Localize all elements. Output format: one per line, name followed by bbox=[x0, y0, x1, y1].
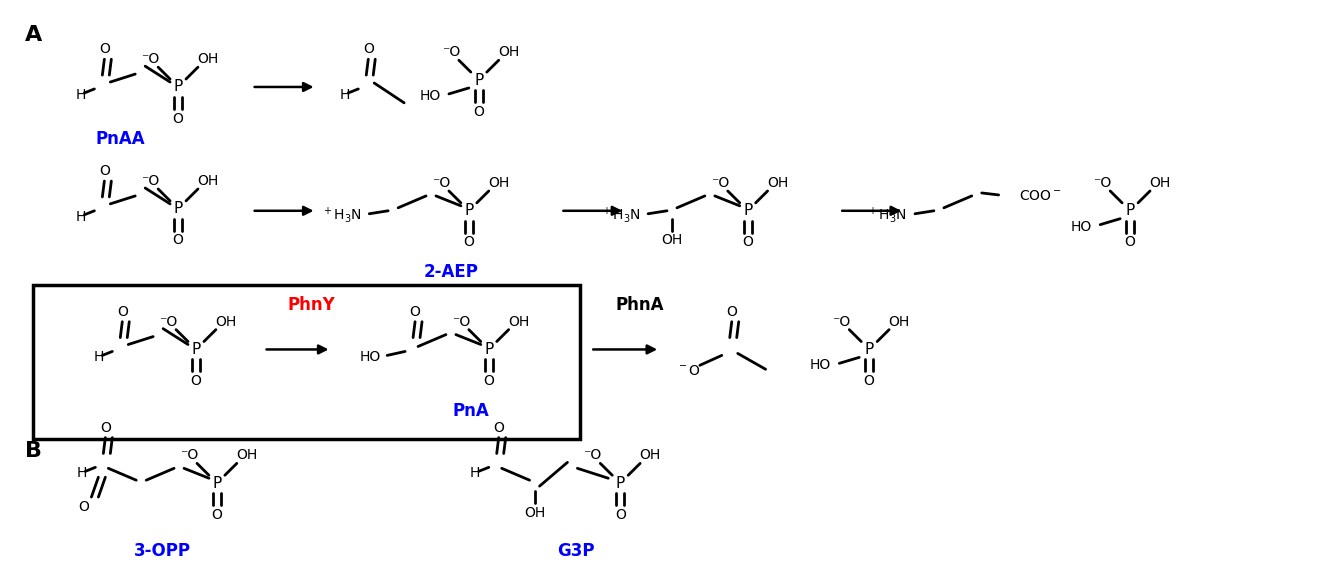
Text: O: O bbox=[727, 305, 737, 319]
Text: O: O bbox=[1124, 236, 1136, 249]
Text: $^+$H$_3$N: $^+$H$_3$N bbox=[599, 205, 641, 225]
Text: O: O bbox=[483, 374, 494, 388]
Text: OH: OH bbox=[215, 315, 236, 329]
Text: P: P bbox=[743, 203, 752, 218]
Text: OH: OH bbox=[498, 45, 520, 59]
Text: P: P bbox=[474, 73, 483, 88]
Text: O: O bbox=[191, 374, 201, 388]
Text: ⁻O: ⁻O bbox=[1093, 176, 1112, 190]
Text: O: O bbox=[864, 374, 874, 388]
Text: $^-$O: $^-$O bbox=[676, 364, 700, 378]
Text: O: O bbox=[493, 421, 504, 435]
Text: B: B bbox=[24, 441, 42, 460]
Text: O: O bbox=[615, 508, 626, 522]
Text: H: H bbox=[77, 466, 87, 480]
Text: O: O bbox=[743, 236, 753, 249]
Text: ⁻O: ⁻O bbox=[710, 176, 729, 190]
Text: O: O bbox=[173, 233, 184, 247]
Text: 2-AEP: 2-AEP bbox=[423, 263, 478, 281]
Text: P: P bbox=[173, 201, 183, 216]
Text: O: O bbox=[363, 42, 373, 56]
Text: HO: HO bbox=[360, 350, 381, 364]
Text: PhnA: PhnA bbox=[616, 296, 665, 314]
Text: G3P: G3P bbox=[556, 542, 594, 559]
Text: ⁻O: ⁻O bbox=[141, 52, 160, 66]
Text: P: P bbox=[191, 342, 200, 357]
Text: O: O bbox=[78, 500, 89, 514]
Text: OH: OH bbox=[767, 176, 788, 190]
Text: P: P bbox=[483, 342, 493, 357]
Text: OH: OH bbox=[197, 174, 219, 188]
Text: P: P bbox=[173, 80, 183, 94]
Text: A: A bbox=[24, 25, 42, 44]
Text: ⁻O: ⁻O bbox=[432, 176, 450, 190]
Bar bbox=[32, 285, 580, 439]
Text: PhnY: PhnY bbox=[287, 296, 336, 314]
Text: P: P bbox=[465, 203, 474, 218]
Text: OH: OH bbox=[524, 506, 545, 520]
Text: OH: OH bbox=[889, 315, 909, 329]
Text: OH: OH bbox=[488, 176, 509, 190]
Text: ⁻O: ⁻O bbox=[141, 174, 160, 188]
Text: O: O bbox=[211, 508, 223, 522]
Text: ⁻O: ⁻O bbox=[583, 449, 602, 462]
Text: HO: HO bbox=[1070, 219, 1092, 233]
Text: OH: OH bbox=[1150, 176, 1171, 190]
Text: OH: OH bbox=[508, 315, 529, 329]
Text: O: O bbox=[473, 105, 485, 119]
Text: H: H bbox=[93, 350, 103, 364]
Text: COO$^-$: COO$^-$ bbox=[1018, 189, 1061, 203]
Text: O: O bbox=[99, 164, 110, 178]
Text: O: O bbox=[463, 236, 474, 249]
Text: P: P bbox=[212, 476, 222, 491]
Text: ⁻O: ⁻O bbox=[180, 449, 199, 462]
Text: OH: OH bbox=[236, 449, 258, 462]
Text: H: H bbox=[340, 88, 349, 102]
Text: P: P bbox=[615, 476, 624, 491]
Text: PnAA: PnAA bbox=[95, 130, 145, 149]
Text: O: O bbox=[99, 421, 110, 435]
Text: ⁻O: ⁻O bbox=[833, 315, 850, 329]
Text: O: O bbox=[410, 305, 420, 319]
Text: HO: HO bbox=[420, 89, 441, 103]
Text: H: H bbox=[75, 210, 86, 223]
Text: P: P bbox=[865, 342, 874, 357]
Text: H: H bbox=[470, 466, 479, 480]
Text: ⁻O: ⁻O bbox=[451, 315, 470, 329]
Text: OH: OH bbox=[197, 52, 219, 66]
Text: OH: OH bbox=[661, 233, 682, 247]
Text: HO: HO bbox=[810, 358, 831, 372]
Text: OH: OH bbox=[639, 449, 661, 462]
Text: PnA: PnA bbox=[453, 402, 489, 420]
Text: 3-OPP: 3-OPP bbox=[133, 542, 191, 559]
Text: O: O bbox=[117, 305, 128, 319]
Text: $^+$H$_3$N: $^+$H$_3$N bbox=[866, 205, 907, 225]
Text: ⁻O: ⁻O bbox=[442, 45, 461, 59]
Text: H: H bbox=[75, 88, 86, 102]
Text: P: P bbox=[1125, 203, 1135, 218]
Text: ⁻O: ⁻O bbox=[158, 315, 177, 329]
Text: $^+$H$_3$N: $^+$H$_3$N bbox=[321, 205, 361, 225]
Text: O: O bbox=[173, 112, 184, 126]
Text: O: O bbox=[99, 42, 110, 56]
